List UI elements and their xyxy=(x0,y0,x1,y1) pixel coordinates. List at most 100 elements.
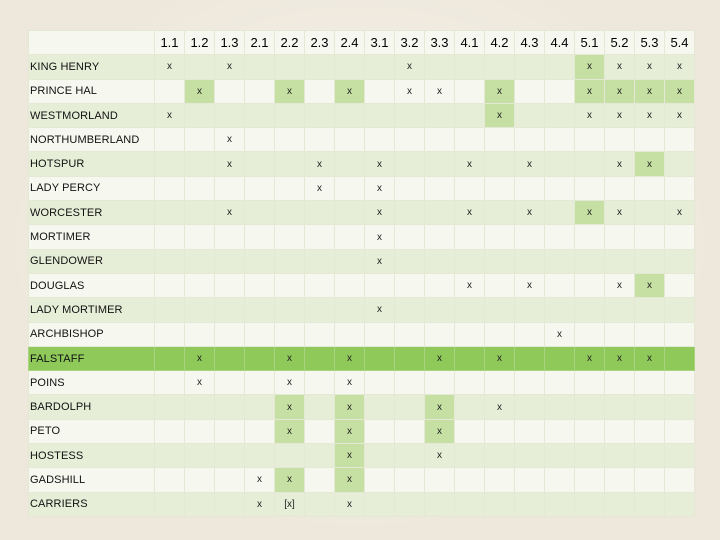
appearance-mark: x xyxy=(214,54,245,80)
empty-cell xyxy=(454,491,485,517)
empty-cell xyxy=(424,102,455,129)
empty-cell xyxy=(664,491,695,517)
appearance-mark: x xyxy=(634,151,665,177)
empty-cell xyxy=(424,248,455,274)
appearance-mark: x xyxy=(274,345,305,372)
scene-column-header: 2.4 xyxy=(334,29,365,56)
empty-cell xyxy=(514,345,545,372)
empty-cell xyxy=(544,127,575,153)
empty-cell xyxy=(154,467,185,493)
empty-cell xyxy=(484,321,515,347)
appearance-mark: x xyxy=(244,491,275,517)
appearance-mark: x xyxy=(634,78,665,104)
empty-cell xyxy=(544,297,575,323)
empty-cell xyxy=(664,248,695,274)
empty-cell xyxy=(574,127,605,153)
appearance-mark: x xyxy=(454,151,485,177)
empty-cell xyxy=(214,78,245,104)
empty-cell xyxy=(484,54,515,80)
empty-cell xyxy=(334,272,365,299)
empty-cell xyxy=(244,272,275,299)
empty-cell xyxy=(514,248,545,274)
appearance-mark: x xyxy=(424,418,455,445)
empty-cell xyxy=(634,491,665,517)
appearance-mark: x xyxy=(184,78,215,104)
empty-cell xyxy=(664,443,695,469)
empty-cell xyxy=(514,224,545,250)
empty-cell xyxy=(184,491,215,517)
appearance-mark: x xyxy=(574,78,605,104)
empty-cell xyxy=(184,443,215,469)
empty-cell xyxy=(274,102,305,129)
empty-cell xyxy=(364,370,395,396)
empty-cell xyxy=(154,394,185,420)
empty-cell xyxy=(184,248,215,274)
empty-cell xyxy=(214,491,245,517)
character-name: ARCHBISHOP xyxy=(28,321,155,347)
empty-cell xyxy=(514,443,545,469)
appearance-mark: x xyxy=(634,54,665,80)
empty-cell xyxy=(244,248,275,274)
appearance-mark: x xyxy=(484,345,515,372)
empty-cell xyxy=(514,175,545,202)
empty-cell xyxy=(244,370,275,396)
empty-cell xyxy=(394,491,425,517)
empty-cell xyxy=(274,200,305,226)
empty-cell xyxy=(214,102,245,129)
appearance-mark: x xyxy=(574,345,605,372)
empty-cell xyxy=(574,321,605,347)
empty-cell xyxy=(274,321,305,347)
empty-cell xyxy=(214,175,245,202)
empty-cell xyxy=(544,78,575,104)
empty-cell xyxy=(514,467,545,493)
empty-cell xyxy=(454,370,485,396)
empty-cell xyxy=(274,443,305,469)
empty-cell xyxy=(574,394,605,420)
empty-cell xyxy=(514,491,545,517)
empty-cell xyxy=(484,248,515,274)
empty-cell xyxy=(154,224,185,250)
empty-cell xyxy=(244,297,275,323)
empty-cell xyxy=(574,297,605,323)
empty-cell xyxy=(424,272,455,299)
appearance-mark: x xyxy=(544,321,575,347)
empty-cell xyxy=(394,248,425,274)
empty-cell xyxy=(304,345,335,372)
empty-cell xyxy=(604,175,635,202)
empty-cell xyxy=(214,272,245,299)
empty-cell xyxy=(274,127,305,153)
empty-cell xyxy=(514,78,545,104)
empty-cell xyxy=(334,127,365,153)
empty-cell xyxy=(634,297,665,323)
scene-column-header: 3.3 xyxy=(424,29,455,56)
empty-cell xyxy=(364,272,395,299)
empty-cell xyxy=(244,200,275,226)
empty-cell xyxy=(514,418,545,445)
empty-cell xyxy=(274,224,305,250)
character-name: MORTIMER xyxy=(28,224,155,250)
appearance-mark: x xyxy=(184,345,215,372)
appearance-mark: x xyxy=(664,78,695,104)
empty-cell xyxy=(154,78,185,104)
appearance-mark: x xyxy=(154,102,185,129)
empty-cell xyxy=(424,151,455,177)
empty-cell xyxy=(604,443,635,469)
empty-cell xyxy=(364,321,395,347)
character-row: DOUGLAS x x x x xyxy=(28,272,695,299)
empty-cell xyxy=(274,175,305,202)
empty-cell xyxy=(304,443,335,469)
appearance-mark: x xyxy=(604,151,635,177)
appearance-mark: x xyxy=(454,272,485,299)
appearance-mark: x xyxy=(664,54,695,80)
empty-cell xyxy=(424,297,455,323)
empty-cell xyxy=(394,272,425,299)
empty-cell xyxy=(244,151,275,177)
appearance-mark: x xyxy=(574,102,605,129)
scene-column-header: 4.2 xyxy=(484,29,515,56)
empty-cell xyxy=(454,443,485,469)
empty-cell xyxy=(214,370,245,396)
empty-cell xyxy=(454,54,485,80)
scene-column-header: 2.2 xyxy=(274,29,305,56)
empty-cell xyxy=(274,151,305,177)
empty-cell xyxy=(154,321,185,347)
